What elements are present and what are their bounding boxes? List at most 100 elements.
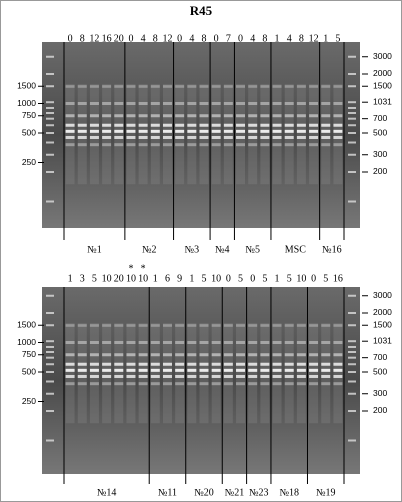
- band: [77, 353, 87, 357]
- lane-label: 5: [262, 273, 267, 284]
- band: [223, 374, 233, 378]
- band: [102, 84, 112, 88]
- band: [138, 102, 148, 105]
- band: [199, 382, 209, 386]
- lane-label: 9: [177, 273, 182, 284]
- lane-label: 12: [89, 33, 99, 44]
- band: [175, 84, 185, 88]
- band: [89, 382, 99, 386]
- ladder-band: [46, 85, 54, 88]
- lane-note: *: [141, 263, 146, 274]
- band: [187, 382, 197, 386]
- band: [65, 374, 75, 378]
- band: [248, 84, 258, 88]
- group-label: №1: [87, 244, 102, 255]
- right-marker-label: 500: [373, 127, 387, 137]
- lane-label: 10: [102, 273, 112, 284]
- band: [187, 114, 197, 118]
- ladder-band: [348, 106, 356, 109]
- band: [102, 353, 112, 357]
- band: [272, 135, 282, 139]
- ladder-band: [348, 380, 356, 383]
- band: [236, 129, 246, 133]
- lane-label: 6: [165, 273, 170, 284]
- group-label: №23: [249, 487, 269, 498]
- smear: [89, 325, 99, 424]
- lane-label: 5: [287, 273, 292, 284]
- band: [65, 353, 75, 357]
- band: [187, 84, 197, 88]
- smear: [223, 325, 233, 424]
- band: [321, 84, 331, 88]
- band: [89, 135, 99, 139]
- band: [296, 84, 306, 88]
- band: [187, 341, 197, 344]
- band: [187, 368, 197, 372]
- band: [150, 102, 160, 105]
- left-marker-label: 250: [22, 396, 36, 406]
- band: [260, 84, 270, 88]
- band: [187, 374, 197, 378]
- lane-label: 7: [226, 33, 231, 44]
- band: [65, 368, 75, 372]
- lane-label: 8: [262, 33, 267, 44]
- group-label: №3: [185, 244, 200, 255]
- ladder-band: [46, 409, 54, 412]
- band: [333, 123, 343, 127]
- ladder-band: [46, 371, 54, 374]
- smear: [65, 86, 75, 185]
- ladder-band: [348, 371, 356, 374]
- smear: [248, 86, 258, 185]
- band: [126, 362, 136, 366]
- band: [284, 135, 294, 139]
- band: [321, 143, 331, 147]
- ladder-band: [348, 72, 356, 75]
- smear: [211, 325, 221, 424]
- band: [187, 143, 197, 147]
- band: [236, 362, 246, 366]
- band: [126, 323, 136, 327]
- right-marker-label: 500: [373, 366, 387, 376]
- smear: [236, 86, 246, 185]
- band: [296, 362, 306, 366]
- gel: [42, 42, 360, 228]
- band: [321, 368, 331, 372]
- ladder-band: [46, 311, 54, 314]
- ladder-band: [348, 356, 356, 359]
- ladder-band: [348, 311, 356, 314]
- band: [77, 368, 87, 372]
- band: [162, 135, 172, 139]
- band: [272, 374, 282, 378]
- band: [309, 143, 319, 147]
- band: [65, 114, 75, 118]
- band: [77, 129, 87, 133]
- band: [187, 323, 197, 327]
- band: [102, 143, 112, 147]
- smear: [187, 325, 197, 424]
- band: [296, 123, 306, 127]
- band: [187, 123, 197, 127]
- band: [126, 341, 136, 344]
- lane-label: 10: [126, 273, 136, 284]
- band: [272, 123, 282, 127]
- band: [77, 123, 87, 127]
- left-marker-label: 1500: [17, 80, 36, 90]
- band: [89, 143, 99, 147]
- group-label: №5: [245, 244, 260, 255]
- band: [296, 353, 306, 357]
- ladder-band: [348, 111, 356, 114]
- band: [77, 84, 87, 88]
- band: [138, 143, 148, 147]
- band: [260, 135, 270, 139]
- band: [126, 123, 136, 127]
- band: [187, 135, 197, 139]
- band: [260, 123, 270, 127]
- band: [284, 353, 294, 357]
- band: [138, 374, 148, 378]
- band: [89, 129, 99, 133]
- band: [223, 135, 233, 139]
- band: [309, 135, 319, 139]
- band: [162, 143, 172, 147]
- group-label: №21: [225, 487, 245, 498]
- smear: [236, 325, 246, 424]
